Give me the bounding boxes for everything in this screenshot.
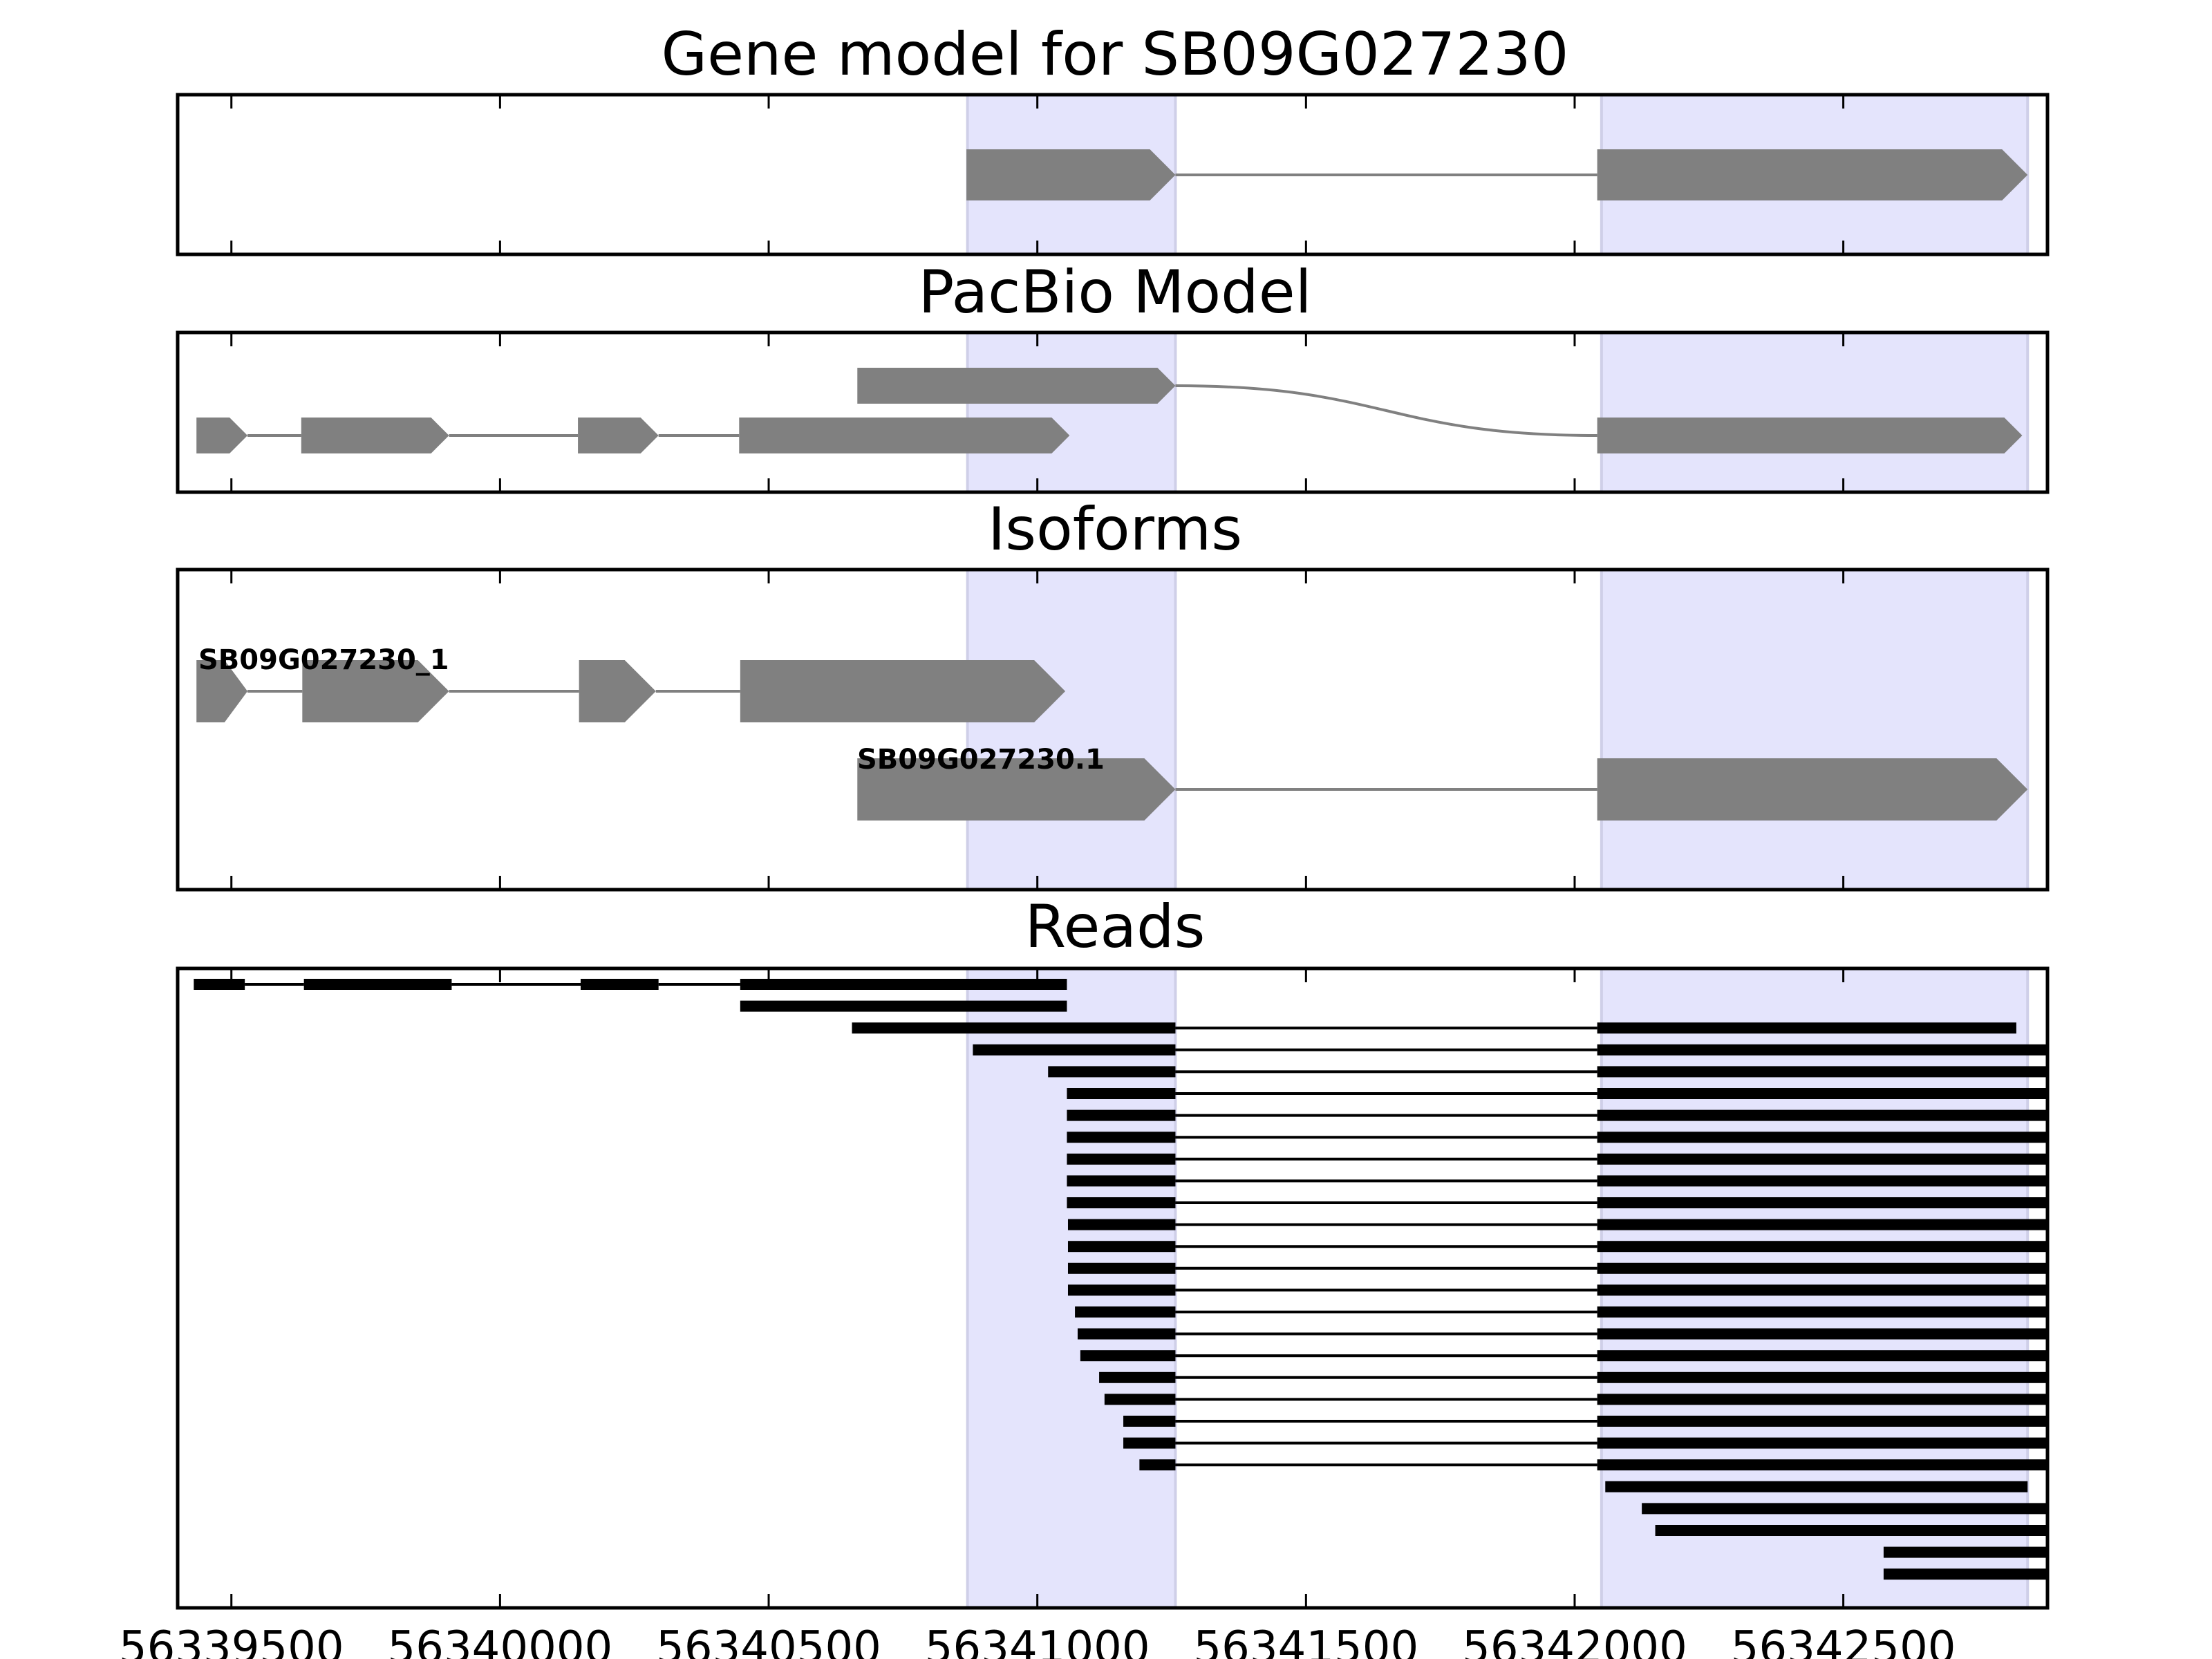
panel-frame [176,568,2050,892]
exon-block [1597,149,2028,200]
exon-block [196,660,248,722]
read-block [1597,1262,2047,1274]
exon-block [739,418,1070,453]
exon-block [1597,418,2023,453]
read-block [1597,1197,2047,1208]
read-block [1075,1306,1176,1318]
exon-block [966,149,1176,200]
read-block [1597,1328,2047,1340]
panel-title-pacbio-model: PacBio Model [918,258,1311,327]
panel-frame [176,330,2050,494]
isoform-label: SB09G027230.1 [857,744,1105,776]
read-block [1597,1044,2047,1056]
read-block [1642,1503,2047,1515]
exon-block [578,418,659,453]
highlight-region [1600,331,2030,494]
x-tick-label: 56341500 [1193,1622,1418,1659]
read-block [1597,1284,2047,1296]
read-block [1080,1350,1176,1362]
panel-reads: Reads [176,892,2050,1610]
read-block [1067,1175,1176,1187]
read-block [1067,1284,1176,1296]
read-block [1597,1241,2047,1253]
read-block [1883,1568,2047,1580]
read-block [740,1000,1067,1012]
panel-title-isoforms: Isoforms [988,495,1242,564]
exon-block [1597,758,2028,821]
read-block [1655,1525,2047,1536]
read-block [1067,1132,1176,1143]
exon-block [857,758,1176,821]
exon-block [857,368,1176,404]
read-block [1597,1306,2047,1318]
read-block [1597,1219,2047,1230]
read-block [580,979,659,990]
read-block [1597,1132,2047,1143]
read-block [1048,1066,1176,1078]
exon-block [301,418,449,453]
read-block [1139,1459,1176,1471]
x-tick-label: 56341000 [925,1622,1150,1659]
read-block [1067,1153,1176,1165]
x-tick-label: 56340000 [388,1622,613,1659]
highlight-region [966,568,1177,891]
read-block [1597,1394,2047,1405]
read-block [1597,1153,2047,1165]
read-block [1123,1437,1176,1449]
read-block [740,979,1067,990]
read-block [1104,1394,1176,1405]
read-block [303,979,452,990]
x-tick-label: 56342500 [1731,1622,1956,1659]
x-tick-label: 56340500 [656,1622,881,1659]
read-block [1067,1219,1176,1230]
read-block [1883,1546,2047,1558]
panel-isoforms: Isoforms SB09G027230_1 SB09G027230.1 [176,495,2050,892]
highlight-region [966,331,1177,494]
panel-frame [176,93,2050,256]
read-block [1597,1022,2016,1034]
read-block [1597,1175,2047,1187]
read-block [1067,1241,1176,1253]
read-block [1067,1109,1176,1121]
read-block [194,979,245,990]
exon-block [740,660,1066,722]
exon-block [579,660,656,722]
panel-frame [176,966,2050,1610]
panel-title-gene-model: Gene model for SB09G027230 [662,20,1569,89]
highlight-region [1600,568,2030,891]
read-block [1067,1262,1176,1274]
x-tick-label: 56342000 [1462,1622,1687,1659]
panel-pacbio-model: PacBio Model [176,258,2050,494]
read-block [1067,1197,1176,1208]
read-block [1605,1481,2028,1492]
panel-gene-model: Gene model for SB09G027230 [176,20,2050,256]
read-block [1067,1088,1176,1099]
read-block [1597,1350,2047,1362]
read-block [973,1044,1176,1056]
read-block [1077,1328,1176,1340]
read-block [1597,1088,2047,1099]
read-block [1099,1371,1176,1383]
exon-block [302,660,449,722]
exon-block [196,418,248,453]
read-block [1597,1459,2047,1471]
x-tick-label: 56339500 [119,1622,344,1659]
read-block [1597,1109,2047,1121]
read-block [852,1022,1176,1034]
x-axis-tick-labels: 56339500 56340000 56340500 56341000 56341500… [119,1622,1956,1659]
isoform-label: SB09G027230_1 [198,644,449,676]
read-block [1597,1371,2047,1383]
read-block [1597,1437,2047,1449]
intron-curve [1175,384,1597,437]
read-block [1597,1416,2047,1427]
read-block [1597,1066,2047,1078]
read-block [1123,1416,1176,1427]
panel-title-reads: Reads [1025,892,1206,962]
